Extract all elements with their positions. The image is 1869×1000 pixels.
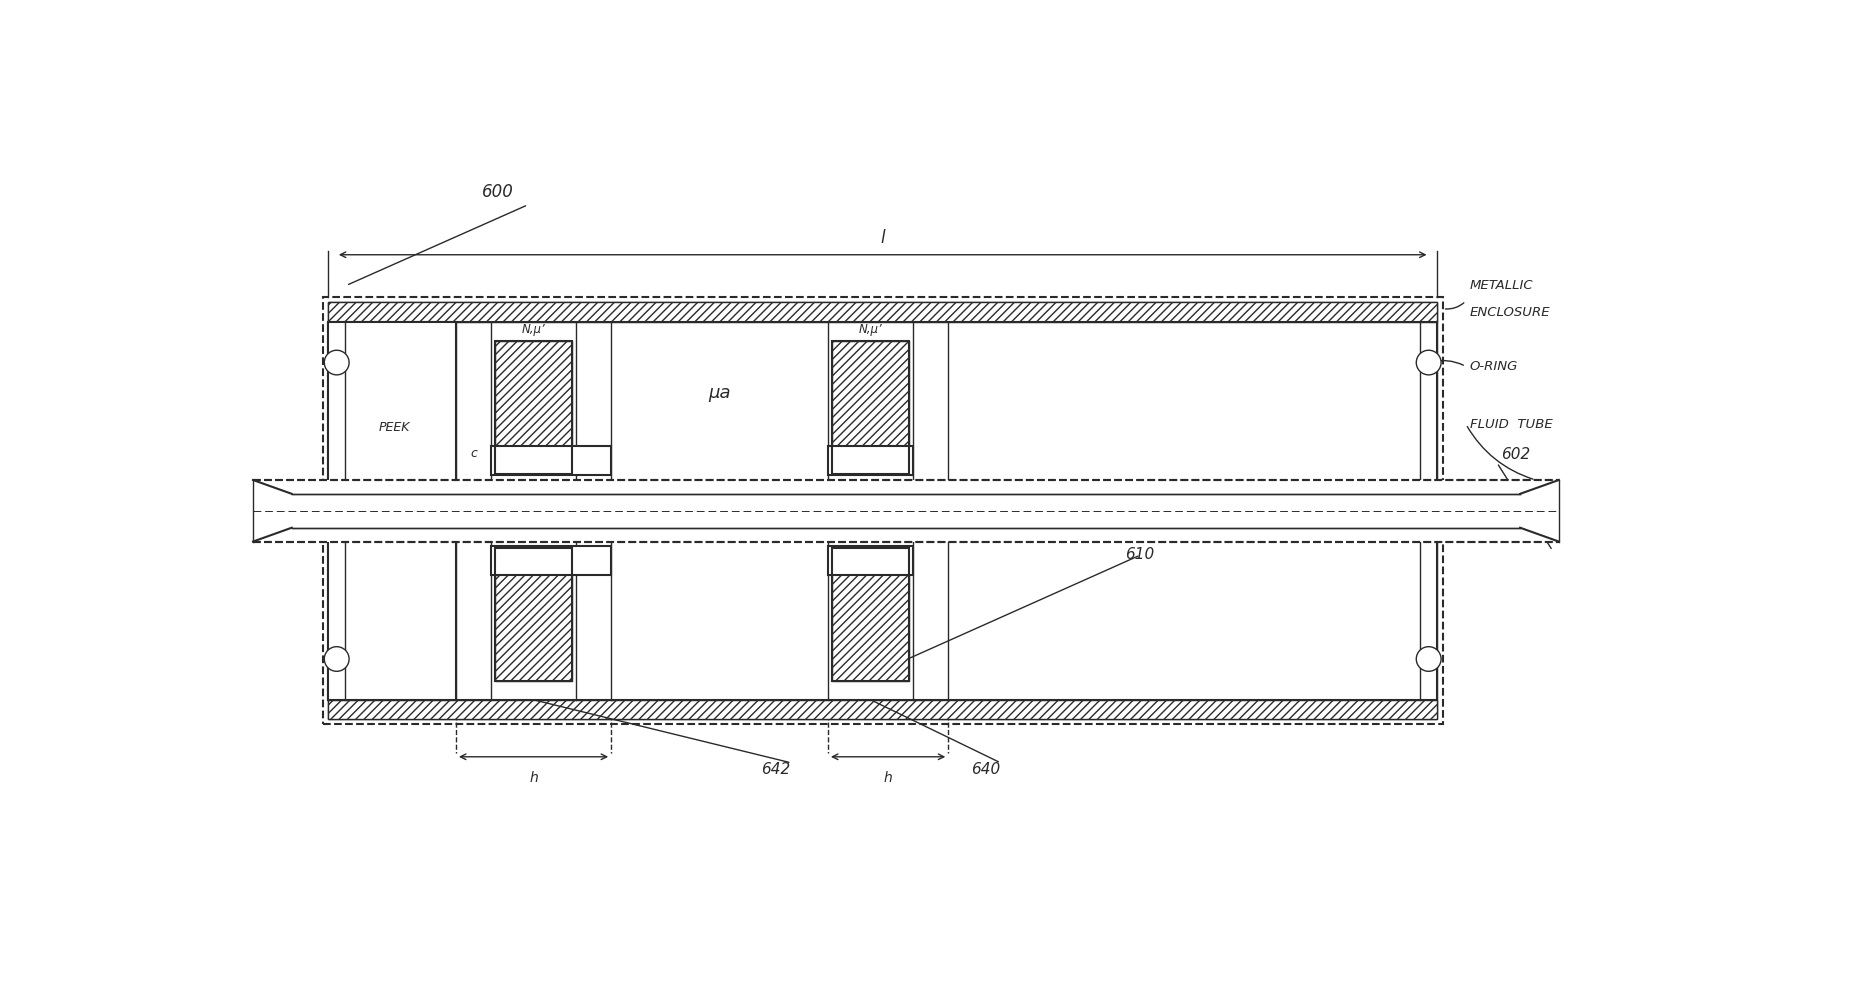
Bar (495, 341, 572, 474)
Circle shape (1417, 350, 1441, 375)
Text: O-RING: O-RING (1469, 360, 1518, 373)
Text: PEEK: PEEK (378, 421, 409, 434)
Text: FLUID  TUBE: FLUID TUBE (1469, 418, 1553, 431)
Bar (828, 546, 914, 575)
Text: 642: 642 (761, 762, 791, 778)
Bar (832, 548, 910, 681)
Text: 600: 600 (482, 183, 514, 201)
Text: h: h (884, 771, 893, 785)
Text: d: d (385, 466, 392, 479)
Text: l: l (880, 229, 886, 247)
Bar (492, 446, 611, 475)
Bar (329, 302, 1437, 719)
Text: 610: 610 (1125, 547, 1155, 562)
Circle shape (325, 647, 350, 671)
Bar (828, 446, 914, 475)
Bar (492, 546, 611, 575)
Bar (329, 322, 456, 700)
Bar (329, 302, 1437, 322)
Circle shape (325, 350, 350, 375)
Bar (832, 341, 910, 474)
Text: ENCLOSURE: ENCLOSURE (1469, 306, 1551, 319)
Text: N,μ’: N,μ’ (858, 323, 882, 336)
Text: μa: μa (708, 384, 731, 402)
Text: a: a (716, 531, 723, 544)
Bar (832, 548, 910, 681)
Text: 612: 612 (505, 547, 535, 562)
Circle shape (1417, 647, 1441, 671)
Text: 640: 640 (970, 762, 1000, 778)
Bar (252, 480, 1559, 542)
Bar (329, 322, 1437, 700)
Bar (495, 341, 572, 474)
Text: N,μ’: N,μ’ (521, 323, 546, 336)
Text: c: c (469, 447, 477, 460)
Text: pf: pf (961, 486, 972, 499)
Bar (495, 548, 572, 681)
Bar (323, 297, 1443, 724)
Text: b: b (594, 447, 602, 460)
Bar (329, 700, 1437, 719)
Bar (832, 341, 910, 474)
Text: METALLIC: METALLIC (1469, 279, 1533, 292)
Bar (495, 548, 572, 681)
Text: 602: 602 (1501, 447, 1531, 462)
Text: h: h (529, 771, 538, 785)
